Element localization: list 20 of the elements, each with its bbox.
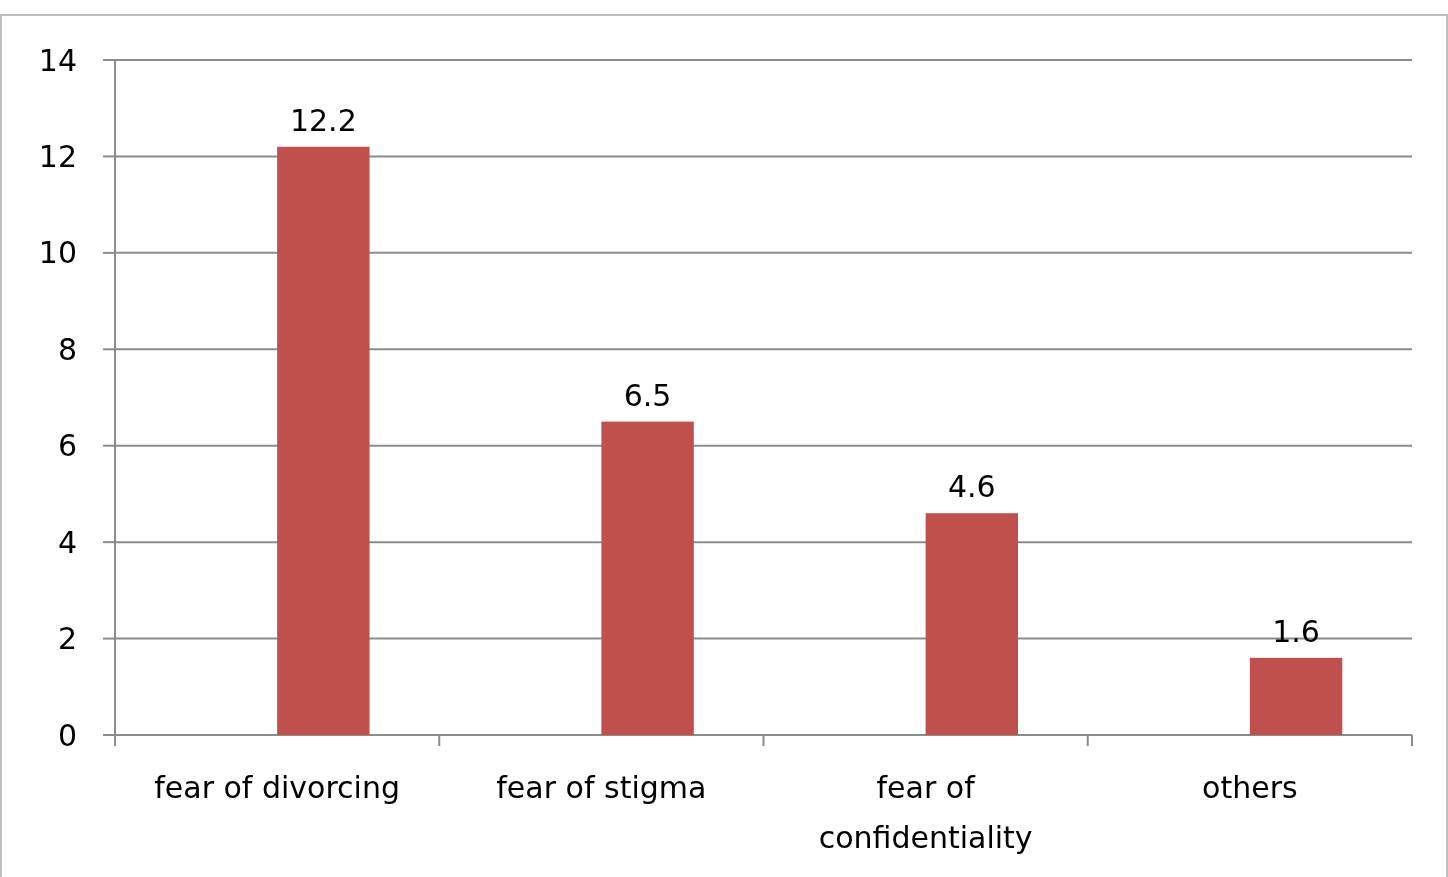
bar	[601, 421, 694, 735]
y-tick-label: 0	[57, 717, 77, 753]
data-label: 6.5	[623, 377, 672, 413]
bar	[1249, 657, 1343, 735]
bar	[925, 513, 1019, 735]
y-tick-label: 10	[38, 235, 77, 271]
y-tick-label: 14	[38, 42, 77, 78]
data-label: 12.2	[289, 102, 357, 138]
y-tick-label: 8	[57, 331, 77, 367]
x-tick-label: fear of divorcing	[154, 770, 401, 805]
bar	[277, 146, 370, 735]
y-tick-label: 4	[57, 524, 77, 560]
data-label: 4.6	[947, 469, 996, 505]
x-tick-label: fear of confidentiality	[818, 770, 1033, 855]
data-label: 1.6	[1272, 613, 1320, 649]
x-tick-label: fear of stigma	[496, 770, 707, 805]
x-tick-label: others	[1202, 770, 1298, 805]
y-tick-label: 2	[57, 621, 77, 657]
y-tick-label: 12	[38, 138, 77, 174]
y-tick-label: 6	[57, 428, 77, 464]
